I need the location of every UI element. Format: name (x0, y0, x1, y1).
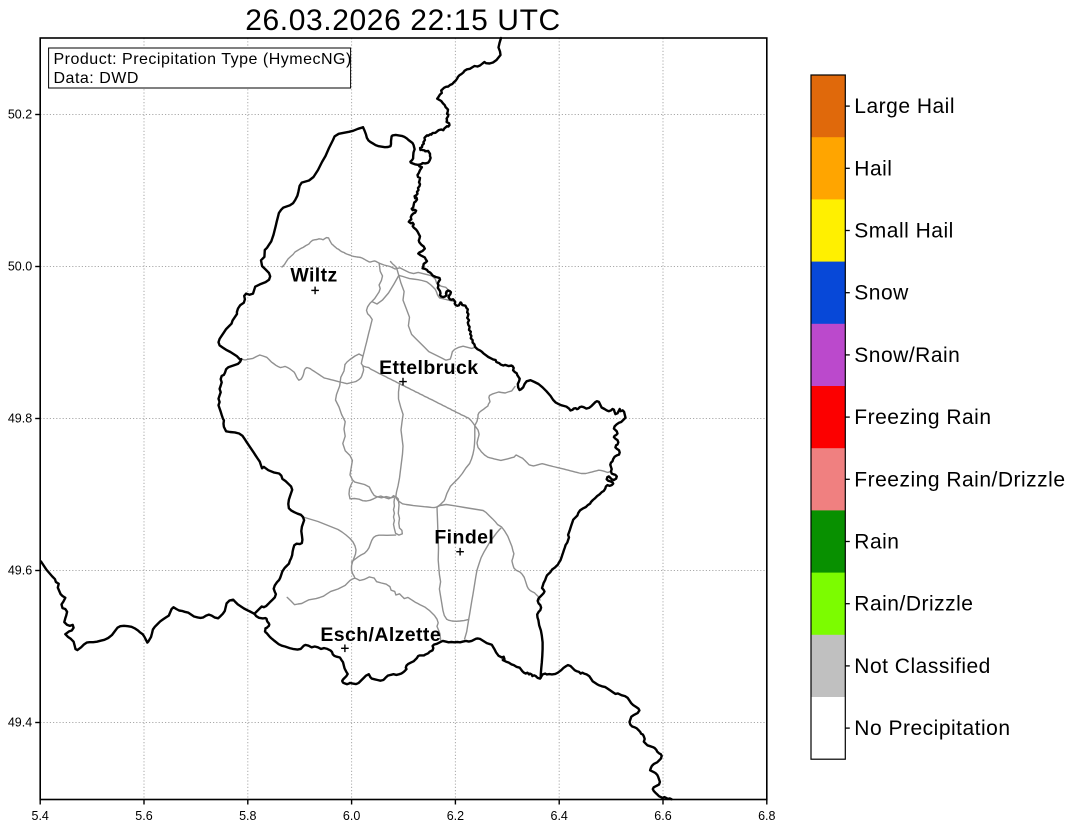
svg-text:Rain/Drizzle: Rain/Drizzle (854, 593, 973, 616)
svg-text:Findel: Findel (434, 527, 494, 549)
svg-text:50.0: 50.0 (8, 260, 32, 274)
svg-text:Small Hail: Small Hail (854, 220, 954, 243)
svg-text:Not Classified: Not Classified (854, 655, 991, 678)
svg-text:49.6: 49.6 (8, 564, 32, 578)
svg-text:6.6: 6.6 (654, 809, 671, 823)
svg-text:5.4: 5.4 (32, 809, 49, 823)
svg-text:Ettelbruck: Ettelbruck (379, 357, 478, 379)
svg-text:Large Hail: Large Hail (854, 95, 955, 118)
svg-text:Freezing Rain/Drizzle: Freezing Rain/Drizzle (854, 468, 1065, 491)
svg-text:6.2: 6.2 (447, 809, 464, 823)
svg-text:Product: Precipitation Type (H: Product: Precipitation Type (HymecNG) (54, 51, 352, 68)
svg-text:6.8: 6.8 (758, 809, 775, 823)
svg-text:6.0: 6.0 (343, 809, 360, 823)
svg-text:Hail: Hail (854, 157, 892, 180)
svg-text:5.6: 5.6 (135, 809, 152, 823)
svg-text:No Precipitation: No Precipitation (854, 717, 1010, 740)
svg-text:Snow: Snow (854, 282, 909, 305)
svg-text:6.4: 6.4 (551, 809, 568, 823)
svg-text:Esch/Alzette: Esch/Alzette (320, 624, 441, 646)
svg-text:49.4: 49.4 (8, 716, 32, 730)
svg-text:Snow/Rain: Snow/Rain (854, 344, 960, 367)
svg-text:Wiltz: Wiltz (290, 265, 337, 287)
svg-text:50.2: 50.2 (8, 108, 32, 122)
svg-text:26.03.2026 22:15 UTC: 26.03.2026 22:15 UTC (245, 4, 561, 37)
svg-text:49.8: 49.8 (8, 412, 32, 426)
svg-text:Data: DWD: Data: DWD (54, 70, 139, 87)
svg-text:5.8: 5.8 (239, 809, 256, 823)
svg-text:Freezing Rain: Freezing Rain (854, 406, 991, 429)
svg-text:Rain: Rain (854, 531, 899, 554)
